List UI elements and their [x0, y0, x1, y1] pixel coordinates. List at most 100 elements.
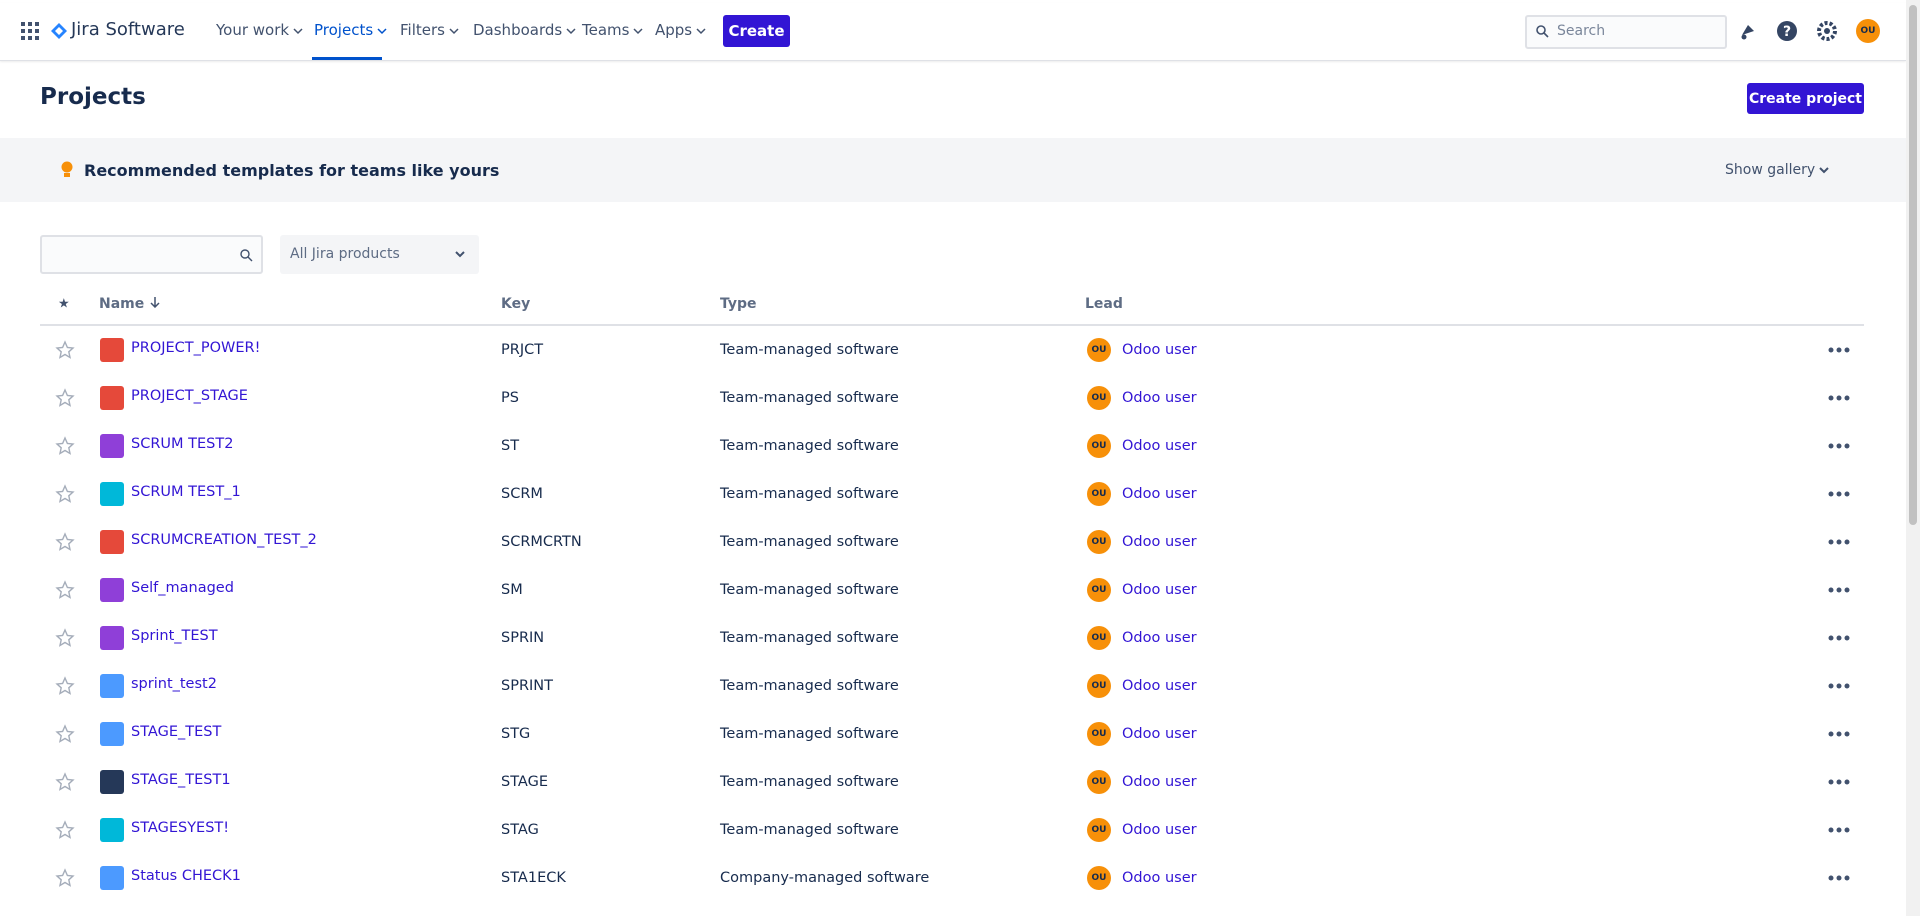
lead-avatar: OU — [1087, 338, 1111, 362]
chevron — [293, 28, 303, 35]
project-type: Team-managed software — [720, 678, 899, 694]
lead-name[interactable]: Odoo user — [1122, 774, 1197, 790]
lead-avatar: OU — [1087, 482, 1111, 506]
project-name[interactable]: Sprint_TEST — [131, 628, 218, 644]
project-key: ST — [501, 438, 520, 454]
more-actions[interactable] — [1828, 827, 1850, 833]
more-actions[interactable] — [1828, 443, 1850, 449]
project-key: PS — [501, 390, 519, 406]
more-actions[interactable] — [1828, 347, 1850, 353]
more-actions[interactable] — [1828, 635, 1850, 641]
project-icon — [100, 482, 124, 506]
project-search[interactable] — [40, 235, 263, 274]
star[interactable] — [55, 868, 75, 888]
project-name[interactable]: Status CHECK1 — [131, 868, 241, 884]
star[interactable] — [55, 628, 75, 648]
create-project-button[interactable]: Create project — [1747, 83, 1864, 114]
more-actions[interactable] — [1828, 779, 1850, 785]
lead-name[interactable]: Odoo user — [1122, 486, 1197, 502]
lead-avatar: OU — [1087, 530, 1111, 554]
app-switcher[interactable] — [21, 22, 39, 40]
project-name[interactable]: SCRUM TEST_1 — [131, 484, 241, 500]
column-header: Lead — [1085, 296, 1123, 312]
lead-name[interactable]: Odoo user — [1122, 390, 1197, 406]
project-icon — [100, 674, 124, 698]
logo[interactable]: Jira Software — [71, 19, 185, 40]
lead-name[interactable]: Odoo user — [1122, 630, 1197, 646]
scrollbar[interactable] — [1906, 0, 1920, 916]
create-button[interactable]: Create — [723, 15, 790, 47]
project-type: Team-managed software — [720, 342, 899, 358]
column-header[interactable]: Name — [99, 296, 160, 312]
nav-item[interactable]: Your work — [216, 21, 303, 39]
project-name[interactable]: Self_managed — [131, 580, 234, 596]
project-key: STAG — [501, 822, 539, 838]
more-actions[interactable] — [1828, 731, 1850, 737]
lead-name[interactable]: Odoo user — [1122, 342, 1197, 358]
active-underline — [312, 57, 382, 60]
settings[interactable] — [1816, 20, 1838, 42]
star[interactable] — [55, 340, 75, 360]
star[interactable] — [55, 484, 75, 504]
profile-avatar[interactable]: OU — [1856, 19, 1880, 43]
lead-name[interactable]: Odoo user — [1122, 822, 1197, 838]
more-actions[interactable] — [1828, 539, 1850, 545]
project-name[interactable]: PROJECT_POWER! — [131, 340, 261, 356]
templates-banner: Recommended templates for teams like you… — [0, 138, 1906, 202]
lead-name[interactable]: Odoo user — [1122, 534, 1197, 550]
star[interactable] — [55, 820, 75, 840]
more-actions[interactable] — [1828, 587, 1850, 593]
star[interactable] — [55, 724, 75, 744]
scroll-thumb[interactable] — [1909, 5, 1917, 525]
project-icon — [100, 866, 124, 890]
more-actions[interactable] — [1828, 875, 1850, 881]
product-filter[interactable]: All Jira products — [280, 235, 479, 274]
project-row: SCRUM TEST2 ST Team-managed software OU Odoo… — [40, 422, 1864, 470]
nav-item[interactable]: Projects — [314, 21, 387, 39]
nav-item[interactable]: Filters — [400, 21, 459, 39]
project-name[interactable]: STAGE_TEST1 — [131, 772, 231, 788]
lead-name[interactable]: Odoo user — [1122, 870, 1197, 886]
chevron — [449, 28, 459, 35]
lead-name[interactable]: Odoo user — [1122, 678, 1197, 694]
chevron — [1819, 167, 1829, 174]
star[interactable] — [55, 436, 75, 456]
lead-name[interactable]: Odoo user — [1122, 438, 1197, 454]
project-name[interactable]: STAGESYEST! — [131, 820, 230, 836]
help[interactable]: ? — [1776, 20, 1798, 42]
project-type: Team-managed software — [720, 438, 899, 454]
svg-text:?: ? — [1783, 24, 1791, 40]
nav-item[interactable]: Dashboards — [473, 21, 576, 39]
chevron — [696, 28, 706, 35]
notifications[interactable] — [1738, 21, 1758, 41]
star[interactable] — [55, 580, 75, 600]
project-icon — [100, 530, 124, 554]
nav-item[interactable]: Apps — [655, 21, 706, 39]
project-key: STG — [501, 726, 531, 742]
project-name[interactable]: PROJECT_STAGE — [131, 388, 248, 404]
lead-name[interactable]: Odoo user — [1122, 726, 1197, 742]
more-actions[interactable] — [1828, 683, 1850, 689]
lead-avatar: OU — [1087, 386, 1111, 410]
more-actions[interactable] — [1828, 395, 1850, 401]
project-name[interactable]: sprint_test2 — [131, 676, 217, 692]
star[interactable] — [55, 772, 75, 792]
star[interactable] — [55, 532, 75, 552]
project-name[interactable]: SCRUM TEST2 — [131, 436, 234, 452]
show-gallery[interactable]: Show gallery — [1725, 162, 1816, 178]
search-icon — [1536, 25, 1549, 38]
project-name[interactable]: STAGE_TEST — [131, 724, 222, 740]
lead-name[interactable]: Odoo user — [1122, 582, 1197, 598]
project-row: Self_managed SM Team-managed software OU Odo… — [40, 566, 1864, 614]
star[interactable] — [55, 388, 75, 408]
more-actions[interactable] — [1828, 491, 1850, 497]
search-box[interactable]: Search — [1525, 15, 1727, 49]
star-header: ★ — [58, 296, 70, 312]
nav-item[interactable]: Teams — [582, 21, 643, 39]
lead-avatar: OU — [1087, 770, 1111, 794]
star[interactable] — [55, 676, 75, 696]
project-type: Company-managed software — [720, 870, 930, 886]
project-name[interactable]: SCRUMCREATION_TEST_2 — [131, 532, 317, 548]
project-row: SCRUMCREATION_TEST_2 SCRMCRTN Team-managed… — [40, 518, 1864, 566]
